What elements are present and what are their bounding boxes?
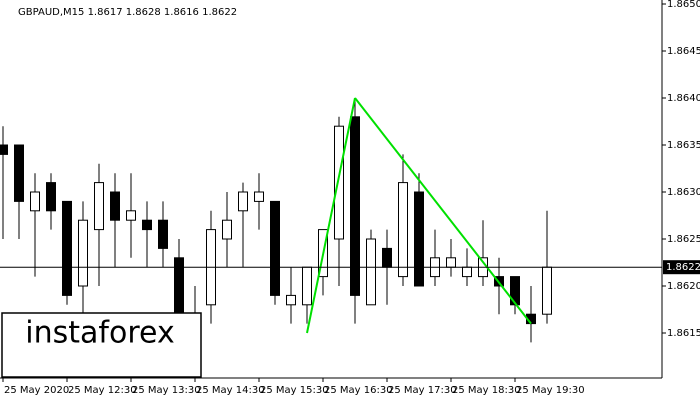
last-price-box	[663, 260, 700, 275]
candle-body	[270, 200, 280, 296]
logo-box	[1, 312, 202, 378]
candle-body	[30, 191, 40, 212]
candle-body	[94, 182, 104, 231]
x-tick-label: 25 May 15:30	[260, 385, 329, 396]
candle-body	[78, 219, 88, 287]
candle-body	[158, 219, 168, 249]
y-tick-label: 1.8630	[667, 187, 700, 198]
pattern-line	[354, 97, 532, 325]
candle-body	[398, 182, 408, 278]
candle-body	[510, 276, 520, 306]
candle-body	[0, 144, 8, 155]
x-tick-label: 25 May 17:30	[388, 385, 457, 396]
candle-body	[366, 238, 376, 306]
candle-body	[222, 219, 232, 240]
candle-body	[302, 266, 312, 306]
y-tick-label: 1.8625	[667, 234, 700, 245]
y-tick-label: 1.8635	[667, 140, 700, 151]
candle-body	[446, 257, 456, 268]
candle-body	[126, 210, 136, 221]
pattern-line	[306, 97, 356, 334]
y-tick-label: 1.8615	[667, 328, 700, 339]
candle-body	[462, 266, 472, 278]
x-tick-label: 25 May 14:30	[196, 385, 265, 396]
candle-body	[110, 191, 120, 221]
y-tick-label: 1.8650	[667, 0, 700, 10]
last-price-label: 1.8622	[666, 262, 700, 273]
x-tick-label: 25 May 18:30	[452, 385, 521, 396]
y-tick-label: 1.8620	[667, 281, 700, 292]
x-tick-label: 25 May 13:30	[132, 385, 201, 396]
candle-body	[254, 191, 264, 202]
y-tick-label: 1.8640	[667, 93, 700, 104]
candle-body	[542, 266, 552, 315]
candle-body	[382, 247, 392, 268]
y-tick-label: 1.8645	[667, 46, 700, 57]
x-tick-label: 25 May 12:30	[68, 385, 137, 396]
candle-body	[142, 219, 152, 231]
candle-body	[238, 191, 248, 212]
logo: instaforex	[25, 316, 174, 351]
chart-title: GBPAUD,M15 1.8617 1.8628 1.8616 1.8622	[18, 7, 237, 18]
candle-body	[334, 125, 344, 240]
x-tick-label: 25 May 2020	[4, 385, 69, 396]
candle-body	[286, 294, 296, 306]
candle-body	[350, 116, 360, 296]
candle-body	[14, 144, 24, 202]
candle-body	[62, 200, 72, 296]
x-tick-label: 25 May 16:30	[324, 385, 393, 396]
candle-body	[414, 191, 424, 287]
x-tick-label: 25 May 19:30	[516, 385, 585, 396]
candle-body	[46, 182, 56, 212]
